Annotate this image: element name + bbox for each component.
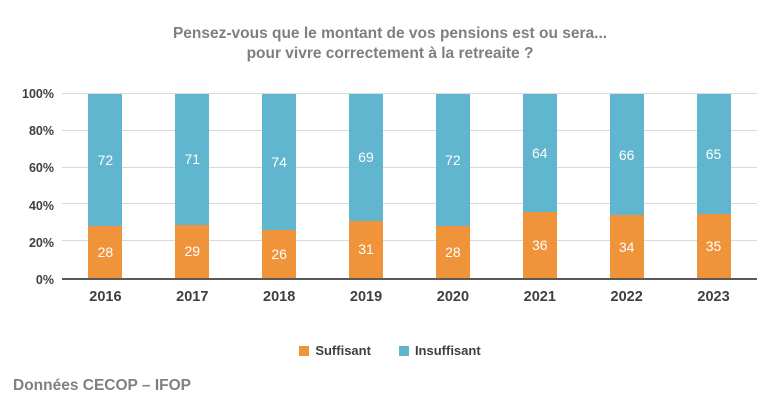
x-tick-label-2016: 2016 — [89, 289, 122, 305]
x-tick-label-2017: 2017 — [176, 289, 209, 305]
bar-segment-insuffisant-2016: 72 — [88, 94, 123, 227]
x-tick-label-2022: 2022 — [610, 289, 643, 305]
legend-item-suffisant: Suffisant — [299, 343, 371, 358]
y-tick-label-0: 0% — [35, 273, 54, 287]
bar-segment-insuffisant-2018: 74 — [262, 94, 297, 231]
legend-label: Insuffisant — [414, 343, 481, 358]
bar-segment-suffisant-2017: 29 — [175, 224, 210, 278]
bar-segment-insuffisant-2020: 72 — [435, 94, 470, 227]
bar-slot-2018: 74 26 — [236, 94, 323, 278]
bar-slot-2020: 72 28 — [410, 94, 497, 278]
bar-slot-2019: 69 31 — [323, 94, 410, 278]
plot-area: 72 28 71 29 74 26 69 31 72 28 64 36 66 34 65 35 — [62, 93, 757, 280]
gridline-40 — [62, 203, 757, 205]
chart-title: Pensez-vous que le montant de vos pensio… — [0, 24, 780, 64]
bar-segment-suffisant-2018: 26 — [262, 230, 297, 278]
bar-segment-suffisant-2021: 36 — [522, 211, 557, 278]
gridline-100 — [62, 93, 757, 94]
y-axis-labels: 0% 20% 40% 60% 80% 100% — [0, 87, 54, 287]
x-tick-label-2021: 2021 — [523, 289, 556, 305]
x-tick-label-2023: 2023 — [697, 289, 730, 305]
y-tick-label-40: 40% — [28, 198, 54, 213]
bar-2017: 71 29 — [175, 94, 210, 278]
y-tick-label-60: 60% — [28, 161, 54, 176]
gridline-80 — [62, 129, 757, 131]
bar-segment-insuffisant-2022: 66 — [609, 94, 644, 216]
plot-wrap: 72 28 71 29 74 26 69 31 72 28 64 36 66 34 65 35 0% 20% 40… — [22, 87, 757, 287]
bar-segment-insuffisant-2021: 64 — [522, 94, 557, 212]
bar-slot-2017: 71 29 — [149, 94, 236, 278]
bar-2021: 64 36 — [522, 94, 557, 278]
bar-slot-2021: 64 36 — [496, 94, 583, 278]
y-tick-label-20: 20% — [28, 235, 54, 250]
x-tick-label-2018: 2018 — [263, 289, 296, 305]
bar-segment-insuffisant-2023: 65 — [696, 94, 731, 214]
bar-2023: 65 35 — [696, 94, 731, 278]
bar-segment-suffisant-2020: 28 — [435, 226, 470, 278]
bar-2022: 66 34 — [609, 94, 644, 278]
bar-segment-suffisant-2019: 31 — [349, 220, 384, 278]
bar-segment-suffisant-2023: 35 — [696, 213, 731, 278]
bar-segment-insuffisant-2017: 71 — [175, 94, 210, 225]
bar-segment-suffisant-2016: 28 — [88, 226, 123, 278]
bar-2018: 74 26 — [262, 94, 297, 278]
bar-2016: 72 28 — [88, 94, 123, 278]
x-tick-label-2019: 2019 — [349, 289, 383, 305]
legend-item-insuffisant: Insuffisant — [398, 343, 481, 358]
chart-title-line1: Pensez-vous que le montant de vos pensio… — [172, 25, 608, 42]
legend-swatch-icon — [299, 345, 310, 356]
gridline-60 — [62, 166, 757, 168]
bar-segment-suffisant-2022: 34 — [609, 215, 644, 278]
bar-slot-2016: 72 28 — [62, 94, 149, 278]
x-axis-labels: 2016 2017 2018 2019 2020 2021 2022 2023 — [62, 289, 757, 305]
bar-slot-2022: 66 34 — [583, 94, 670, 278]
bar-segment-insuffisant-2019: 69 — [349, 94, 384, 221]
bars-layer: 72 28 71 29 74 26 69 31 72 28 64 36 66 34 65 35 — [62, 94, 757, 278]
source-note: Données CECOP – IFOP — [13, 377, 192, 394]
bar-2019: 69 31 — [349, 94, 384, 278]
y-tick-label-100: 100% — [22, 87, 54, 101]
y-tick-label-80: 80% — [28, 124, 54, 139]
gridline-20 — [62, 240, 757, 242]
bar-slot-2023: 65 35 — [670, 94, 757, 278]
x-tick-label-2020: 2020 — [436, 289, 470, 305]
legend-swatch-icon — [398, 345, 409, 356]
legend: Suffisant Insuffisant — [0, 343, 780, 358]
chart-title-line2: pour vivre correctement à la retreaite ? — [246, 45, 534, 62]
legend-label: Suffisant — [315, 343, 371, 358]
bar-2020: 72 28 — [435, 94, 470, 278]
